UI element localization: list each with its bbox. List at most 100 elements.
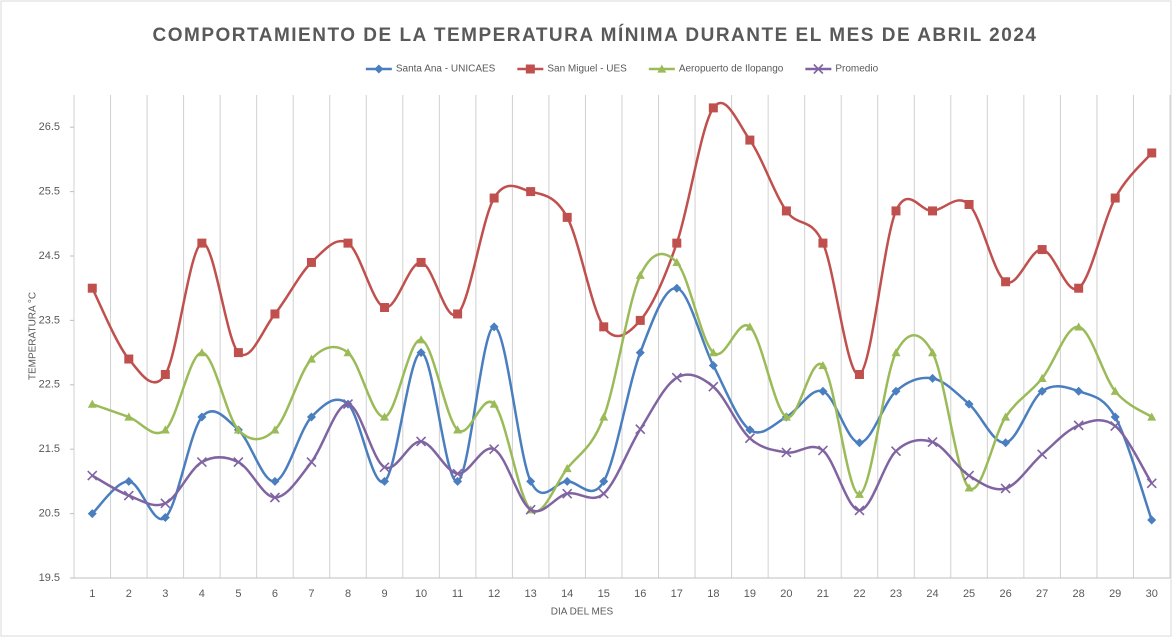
marker [489, 322, 499, 332]
marker [781, 206, 791, 216]
marker [599, 322, 609, 332]
marker [380, 476, 390, 486]
marker [1074, 322, 1084, 331]
marker [562, 212, 572, 222]
marker [818, 360, 828, 370]
y-tick-label: 22.5 [39, 379, 60, 391]
marker [708, 381, 719, 392]
x-tick-label: 15 [598, 588, 610, 600]
x-tick-label: 8 [345, 588, 351, 600]
y-tick-label: 20.5 [39, 508, 60, 520]
marker [124, 354, 134, 364]
marker [453, 476, 463, 486]
x-tick-label: 5 [235, 588, 241, 600]
marker [270, 476, 280, 486]
marker [598, 488, 609, 499]
marker [306, 257, 316, 267]
legend-label: San Miguel - UES [547, 64, 627, 75]
x-tick-label: 7 [308, 588, 314, 600]
marker [160, 425, 170, 434]
marker [1001, 438, 1011, 448]
marker [270, 309, 280, 319]
marker [1147, 148, 1157, 158]
marker [1147, 412, 1157, 421]
marker [1110, 412, 1120, 422]
x-tick-label: 3 [162, 588, 168, 600]
marker [453, 309, 463, 319]
marker [453, 425, 463, 434]
series-line [91, 252, 1153, 513]
marker [306, 354, 316, 363]
marker [123, 490, 134, 501]
marker [87, 509, 97, 519]
y-tick-label: 25.5 [39, 186, 60, 198]
marker [1147, 515, 1157, 525]
marker [1037, 373, 1047, 382]
marker [781, 412, 791, 421]
legend-marker [813, 63, 824, 75]
marker [1146, 478, 1157, 489]
marker [635, 270, 645, 279]
marker [380, 303, 390, 313]
marker [745, 135, 755, 145]
x-tick-label: 18 [707, 588, 719, 600]
marker [635, 348, 645, 358]
marker [1037, 449, 1048, 460]
marker [1110, 193, 1120, 203]
y-tick-label: 26.5 [39, 121, 60, 133]
x-tick-label: 11 [452, 588, 463, 600]
x-tick-label: 22 [853, 588, 865, 600]
marker [197, 348, 207, 357]
marker [416, 348, 426, 358]
marker [964, 470, 975, 481]
marker [599, 476, 609, 486]
marker [196, 457, 207, 468]
marker [489, 399, 499, 408]
marker [672, 257, 682, 267]
marker [928, 373, 938, 383]
marker [1000, 483, 1011, 494]
marker [343, 238, 353, 248]
marker [708, 103, 718, 113]
marker [343, 348, 353, 357]
x-tick-label: 6 [272, 588, 278, 600]
x-tick-label: 24 [926, 588, 938, 600]
marker [1074, 283, 1084, 293]
y-axis-label: TEMPERATURA °C [28, 292, 39, 380]
marker [124, 412, 134, 421]
x-axis-label: DIA DEL MES [551, 607, 614, 618]
marker [708, 348, 718, 357]
marker [87, 470, 98, 481]
marker [416, 335, 426, 344]
marker [854, 505, 865, 516]
x-tick-label: 28 [1073, 588, 1085, 600]
marker [744, 433, 755, 444]
marker [1073, 420, 1084, 431]
marker [525, 504, 536, 515]
marker [1110, 420, 1121, 432]
marker [233, 348, 243, 358]
y-tick-label: 24.5 [39, 250, 60, 262]
y-tick-label: 21.5 [39, 443, 60, 455]
marker [672, 238, 682, 248]
marker [562, 464, 572, 473]
x-tick-label: 13 [525, 588, 537, 600]
marker [197, 412, 207, 422]
marker [526, 476, 536, 486]
marker [562, 476, 572, 486]
x-tick-label: 2 [126, 588, 132, 600]
marker [745, 322, 755, 331]
marker [927, 437, 938, 448]
marker [452, 468, 463, 479]
x-tick-label: 12 [488, 588, 500, 600]
x-tick-label: 25 [963, 588, 975, 600]
marker [964, 199, 974, 209]
x-tick-label: 27 [1036, 588, 1048, 600]
legend-label: Santa Ana - UNICAES [396, 64, 496, 75]
marker [160, 369, 170, 379]
x-tick-label: 4 [199, 588, 205, 600]
marker [233, 457, 244, 468]
x-tick-label: 10 [415, 588, 427, 600]
